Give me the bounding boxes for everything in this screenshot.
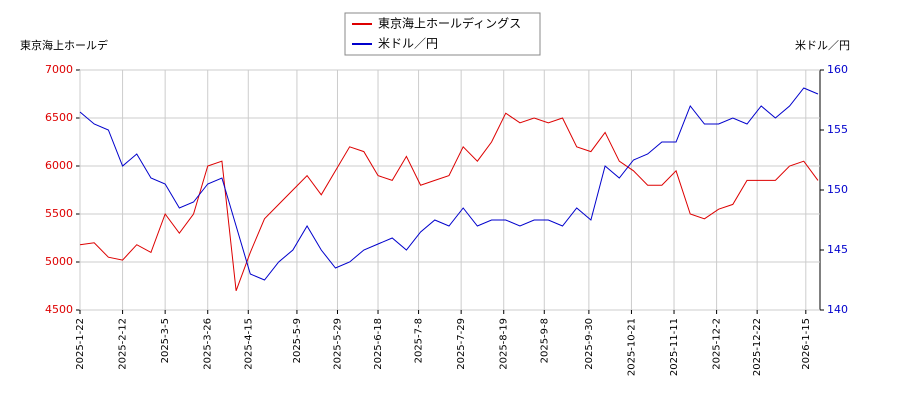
x-tick-label: 2025-12-2 (712, 318, 723, 370)
plot-frame (79, 69, 821, 311)
x-tick-label: 2025-6-18 (373, 318, 384, 370)
legend-label: 東京海上ホールディングス (378, 16, 521, 31)
x-tick-label: 2025-5-9 (292, 318, 303, 363)
y2-axis-label: 米ドル／円 (795, 39, 850, 52)
y-tick-label: 6500 (45, 111, 73, 124)
x-tick-label: 2025-10-21 (626, 318, 637, 376)
y-tick-label: 5500 (45, 207, 73, 220)
x-tick-label: 2025-2-12 (118, 318, 129, 370)
y2-tick-label: 155 (827, 123, 848, 136)
series-line (79, 112, 819, 291)
legend (344, 12, 541, 56)
x-tick-label: 2025-9-30 (584, 318, 595, 370)
x-tick-label: 2025-3-5 (160, 318, 171, 363)
series-line (79, 87, 819, 281)
y-axis-label: 東京海上ホールデ (20, 38, 108, 52)
x-tick-label: 2025-9-8 (539, 318, 550, 363)
y-tick-label: 7000 (45, 63, 73, 76)
x-tick-label: 2025-7-29 (456, 318, 467, 370)
y-tick-label: 4500 (45, 303, 73, 316)
x-tick-label: 2026-1-15 (801, 318, 812, 370)
y2-tick-label: 140 (827, 303, 848, 316)
x-tick-label: 2025-12-22 (752, 318, 763, 376)
y2-tick-label: 145 (827, 243, 848, 256)
x-tick-label: 2025-11-11 (669, 318, 680, 376)
x-tick-label: 2025-1-22 (75, 318, 86, 370)
y2-tick-label: 160 (827, 63, 848, 76)
x-tick-label: 2025-4-15 (243, 318, 254, 370)
y-tick-label: 6000 (45, 159, 73, 172)
legend-label: 米ドル／円 (378, 37, 438, 51)
y-tick-label: 5000 (45, 255, 73, 268)
x-tick-label: 2025-7-8 (414, 318, 425, 363)
y2-tick-label: 150 (827, 183, 848, 196)
x-tick-label: 2025-8-19 (499, 318, 510, 370)
x-tick-label: 2025-3-26 (203, 318, 214, 370)
x-tick-label: 2025-5-29 (332, 318, 343, 370)
